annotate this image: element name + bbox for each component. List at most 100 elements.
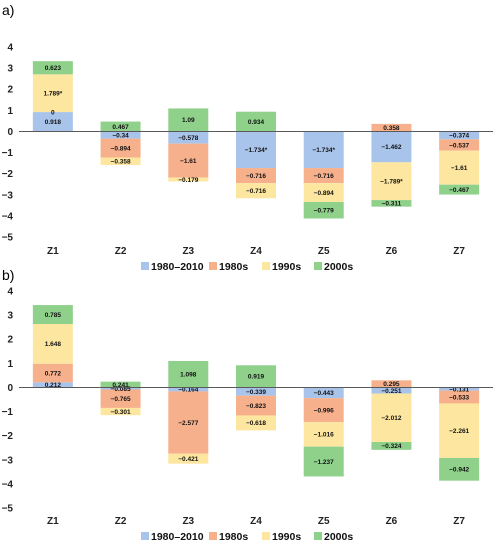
panel-letter: b) (2, 267, 14, 283)
data-label: −1.016 (314, 432, 334, 439)
y-tick-label: −5 (2, 504, 14, 515)
data-label: −0.358 (111, 159, 131, 166)
data-label: −0.179 (178, 177, 198, 184)
data-label: −0.34 (112, 132, 129, 139)
x-category-label: Z7 (453, 516, 465, 527)
x-category-label: Z2 (115, 516, 127, 527)
bar-segment (371, 387, 412, 394)
data-label: −1.237 (314, 459, 334, 466)
chart-panel-a: a) 4 3 2 1 0 −1 −2 −3 −4 −5 0.918 0 1.789* 0.623 Z1 −0.3… (2, 2, 493, 273)
panel-letter: a) (2, 2, 14, 18)
data-label: −0.131 (449, 386, 469, 393)
y-tick-label: 0 (7, 127, 13, 138)
y-tick-label: −4 (2, 211, 14, 222)
legend-swatch (262, 532, 270, 540)
y-tick-label: −3 (2, 190, 14, 201)
data-label: −0.578 (178, 135, 198, 142)
bar-segment (303, 446, 344, 477)
bar-segment (32, 305, 73, 324)
bar-segment (236, 387, 276, 396)
legend-label: 2000s (324, 261, 353, 273)
x-category-label: Z2 (115, 246, 127, 257)
y-tick-label: 0 (7, 383, 13, 394)
y-tick-label: 1 (7, 106, 13, 117)
y-tick-label: 4 (7, 43, 13, 54)
data-label: 1.789* (43, 90, 62, 97)
bar-segment (303, 387, 344, 399)
bar-segment (303, 168, 344, 184)
legend-swatch (141, 262, 149, 270)
bar-segment (439, 184, 480, 195)
data-label: 0.772 (45, 370, 62, 377)
data-label: −0.324 (381, 443, 401, 450)
x-category-label: Z6 (386, 246, 398, 257)
bar-segment (32, 382, 73, 388)
data-label: −2.261 (449, 428, 469, 435)
data-label: −1.61 (180, 158, 197, 165)
bar-segment (439, 131, 480, 140)
y-tick-label: 4 (7, 287, 13, 298)
data-label: −0.779 (314, 208, 334, 215)
bar-segment (100, 157, 141, 166)
bar-segment (236, 131, 276, 169)
data-label: −1.734* (312, 147, 335, 154)
bar-segment (32, 74, 73, 113)
bar-segment (303, 131, 344, 169)
data-label: 0.918 (45, 119, 62, 126)
x-category-label: Z5 (318, 246, 330, 257)
y-tick-label: −1 (2, 407, 14, 418)
bar-segment (371, 162, 412, 201)
bar-segment (168, 453, 209, 464)
data-label: −0.251 (381, 388, 401, 395)
y-tick-label: −2 (2, 431, 14, 442)
data-label: −0.716 (246, 188, 266, 195)
data-label: −0.894 (314, 190, 334, 197)
bar-segment (168, 391, 209, 454)
data-label: 0.295 (383, 381, 400, 388)
data-label: −0.443 (314, 390, 334, 397)
bar-segment (168, 143, 209, 178)
y-tick-label: 1 (7, 359, 13, 370)
bar-segment (439, 390, 480, 404)
bar-segment (236, 365, 276, 388)
data-label: 0.785 (45, 312, 62, 319)
bar-segment (236, 111, 276, 132)
data-label: −0.301 (111, 409, 131, 416)
data-label: 0.919 (248, 374, 265, 381)
x-category-label: Z4 (250, 246, 262, 257)
bar-segment (236, 415, 276, 431)
bar-segment (32, 363, 73, 383)
bar-segment (32, 61, 73, 75)
bar-segment (439, 387, 480, 391)
bar-segment (371, 393, 412, 443)
legend-label: 1980–2010 (151, 531, 204, 543)
data-label: −0.085 (111, 386, 131, 393)
legend-swatch (314, 532, 322, 540)
data-label: −1.462 (381, 144, 401, 151)
x-category-label: Z3 (182, 246, 194, 257)
legend-swatch (262, 262, 270, 270)
bar-segment (100, 121, 141, 132)
chart-panel-b: b) 4 3 2 1 0 −1 −2 −3 −4 −5 0.212 0.772 1.648 0.785 Z1 −… (2, 267, 493, 543)
legend-label: 1990s (272, 261, 301, 273)
data-label: 0.934 (248, 119, 265, 126)
data-label: 0.467 (112, 124, 129, 131)
bar-segment (100, 138, 141, 158)
y-tick-label: −2 (2, 169, 14, 180)
data-label: −0.537 (449, 142, 469, 149)
y-tick-label: 3 (7, 64, 13, 75)
y-tick-label: 2 (7, 85, 13, 96)
data-label: −2.577 (178, 420, 198, 427)
bar-segment (371, 200, 412, 207)
x-category-label: Z4 (250, 516, 262, 527)
x-category-label: Z3 (182, 516, 194, 527)
data-label: −0.942 (449, 467, 469, 474)
bar-segment (303, 398, 344, 423)
bar-segment (100, 389, 141, 408)
x-category-label: Z6 (386, 516, 398, 527)
data-label: 0 (51, 109, 55, 116)
bar-segment (371, 442, 412, 450)
bar-segment (100, 387, 141, 390)
data-label: −0.164 (178, 387, 198, 394)
